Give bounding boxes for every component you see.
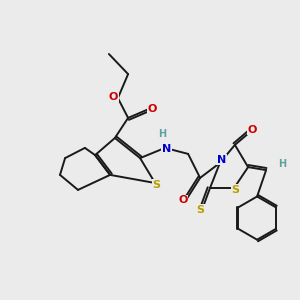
Text: N: N <box>162 144 171 154</box>
Text: S: S <box>196 205 204 215</box>
Text: O: O <box>248 124 257 135</box>
Text: S: S <box>232 184 239 195</box>
Text: O: O <box>178 195 188 205</box>
Text: H: H <box>278 159 286 169</box>
Text: S: S <box>153 179 160 190</box>
Text: N: N <box>217 155 226 165</box>
Text: O: O <box>109 92 118 102</box>
Text: O: O <box>147 104 157 114</box>
Text: H: H <box>158 129 166 139</box>
